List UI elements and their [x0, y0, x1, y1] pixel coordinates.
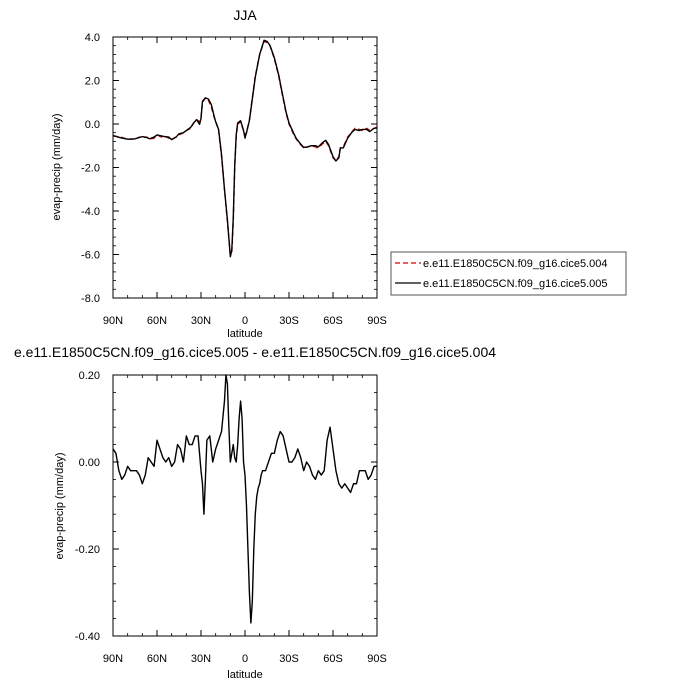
bottom-y-axis-label: evap-precip (mm/day) — [54, 453, 66, 560]
bottom-series-group — [112, 374, 377, 624]
x-tick-label: 60S — [323, 653, 343, 665]
top-ticks: 90N 60N 30N 0 30S 60S 90S 4.0 2.0 0.0 -2.0 -4.0 -6.0… — [81, 32, 387, 327]
top-series-group — [112, 39, 378, 258]
x-tick-label: 90N — [103, 653, 123, 665]
x-tick-label: 30S — [279, 653, 299, 665]
y-tick-label: -4.0 — [81, 206, 100, 218]
top-panel-title: JJA — [233, 7, 257, 23]
x-tick-label: 90S — [367, 653, 387, 665]
series-line — [112, 39, 378, 258]
y-tick-label: 2.0 — [85, 76, 100, 88]
x-tick-label: 60N — [147, 315, 167, 327]
y-tick-label: -2.0 — [81, 163, 100, 175]
x-tick-label: 30N — [191, 315, 211, 327]
x-tick-label: 0 — [242, 315, 248, 327]
y-tick-label: -6.0 — [81, 250, 100, 262]
series-line — [112, 40, 378, 256]
y-tick-label: -8.0 — [81, 293, 100, 305]
top-y-axis-label: evap-precip (mm/day) — [51, 114, 63, 221]
legend-box — [390, 251, 627, 296]
legend-label-004: e.e11.E1850C5CN.f09_g16.cice5.004 — [423, 258, 608, 270]
bottom-panel-title: e.e11.E1850C5CN.f09_g16.cice5.005 - e.e1… — [14, 344, 496, 360]
y-tick-label: 0.0 — [85, 119, 100, 131]
bottom-panel: 90N 60N 30N 0 30S 60S 90S 0.20 0.00 -0.20 -0.40 la… — [54, 370, 387, 681]
y-tick-label: -0.20 — [75, 544, 100, 556]
legend-label-005: e.e11.E1850C5CN.f09_g16.cice5.005 — [423, 278, 608, 290]
top-panel: 90N 60N 30N 0 30S 60S 90S 4.0 2.0 0.0 -2.0 -4.0 -6.0… — [51, 32, 387, 340]
y-tick-label: -0.40 — [75, 631, 100, 643]
legend: e.e11.E1850C5CN.f09_g16.cice5.004 e.e11.… — [390, 251, 627, 296]
x-tick-label: 90N — [103, 315, 123, 327]
x-tick-label: 0 — [242, 653, 248, 665]
x-tick-label: 30S — [279, 315, 299, 327]
top-x-axis-label: latitude — [227, 328, 262, 340]
series-line — [112, 374, 377, 624]
x-tick-label: 30N — [191, 653, 211, 665]
x-tick-label: 60N — [147, 653, 167, 665]
y-tick-label: 0.20 — [79, 370, 100, 382]
bottom-ticks: 90N 60N 30N 0 30S 60S 90S 0.20 0.00 -0.20 -0.40 — [75, 370, 387, 665]
bottom-x-axis-label: latitude — [227, 669, 262, 681]
x-tick-label: 60S — [323, 315, 343, 327]
x-tick-label: 90S — [367, 315, 387, 327]
y-tick-label: 4.0 — [85, 32, 100, 44]
y-tick-label: 0.00 — [79, 457, 100, 469]
bottom-plot-frame — [112, 374, 378, 637]
top-plot-frame — [112, 36, 378, 299]
